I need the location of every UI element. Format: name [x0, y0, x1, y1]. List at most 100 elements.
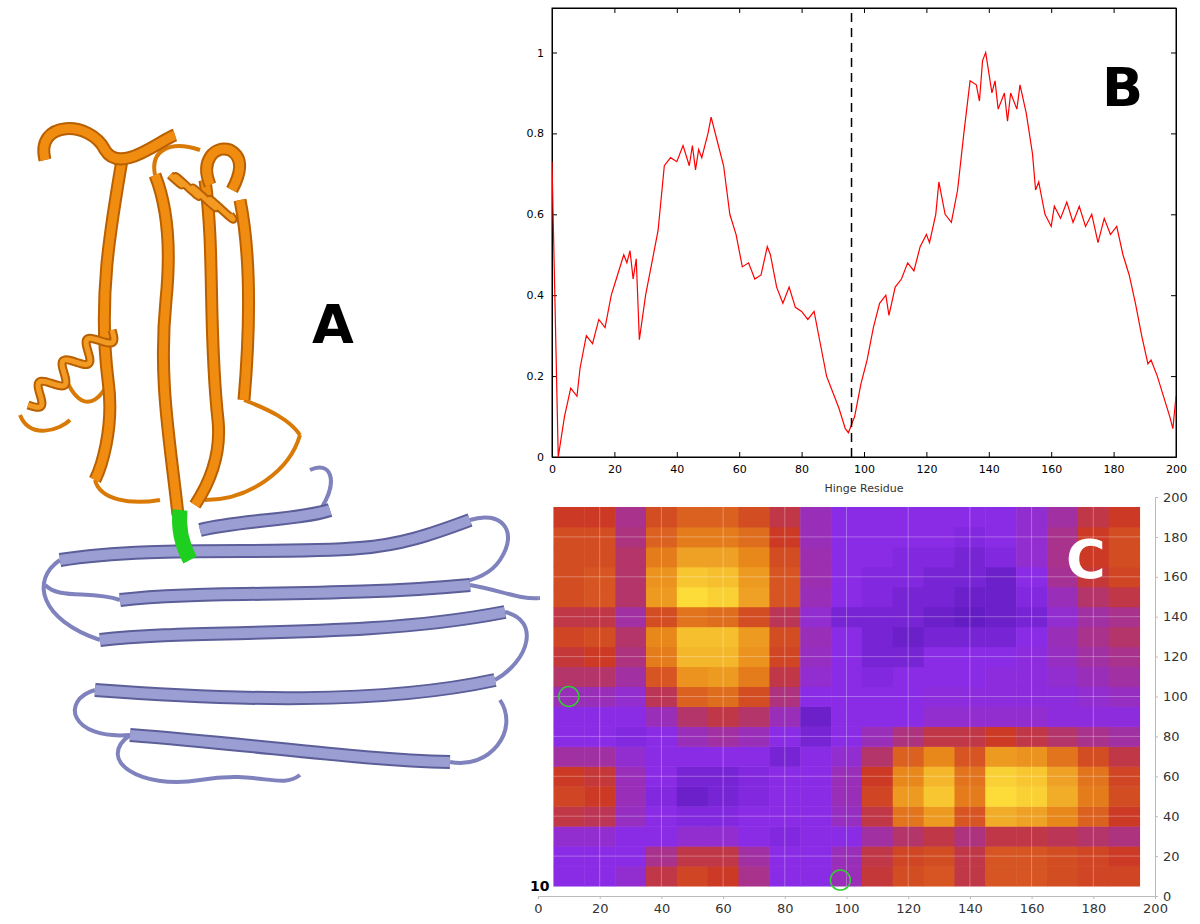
heatmap-cell [1047, 866, 1078, 886]
x-axis-tick-label: 120 [916, 463, 937, 476]
x-axis-tick-mark [538, 896, 539, 899]
heatmap-cell [800, 507, 831, 527]
beta-strand [195, 180, 219, 505]
x-axis-tick-label: 140 [958, 901, 983, 916]
heatmap-cell [862, 706, 893, 726]
heatmap-cell [615, 786, 646, 806]
y-axis-tick: 0 [537, 451, 557, 464]
y-axis-tick-mark [1155, 816, 1158, 817]
beta-strand-face [100, 612, 505, 640]
y-axis-right-tick [1171, 295, 1176, 296]
x-axis-tick: 20 [592, 896, 609, 916]
heatmap-cell [800, 587, 831, 607]
y-axis-tick-mark [552, 133, 557, 134]
figure: 02040608010012014016018020000.20.40.60.8… [0, 0, 1200, 924]
y-axis-tick: 60 [1155, 769, 1180, 784]
heatmap-cell [862, 507, 893, 527]
heatmap-cell [739, 587, 770, 607]
heatmap-cell [1047, 667, 1078, 687]
heatmap-cell [985, 507, 1016, 527]
panel-b: 02040608010012014016018020000.20.40.60.8… [527, 8, 1188, 495]
y-axis-right-tick [1171, 52, 1176, 53]
x-axis-tick: 180 [1104, 452, 1125, 476]
x-axis-top-tick [1114, 8, 1115, 13]
panel-c: 0204060801001201401601802000204060801001… [530, 490, 1188, 917]
heatmap-cell [1109, 786, 1140, 806]
heatmap-cell [739, 627, 770, 647]
y-axis-tick-label: 160 [1163, 569, 1188, 584]
beta-strand-face [95, 680, 495, 698]
heatmap-cell [677, 866, 708, 886]
y-axis-tick-label: 0 [537, 451, 544, 464]
heatmap-cell [924, 866, 955, 886]
heatmap-cell [862, 667, 893, 687]
x-axis-tick: 120 [916, 452, 937, 476]
y-axis-tick-label: 0.6 [527, 208, 545, 221]
y-axis-tick-mark [1155, 497, 1158, 498]
y-axis-right-tick-mark [1171, 52, 1176, 53]
heatmap-cell [924, 507, 955, 527]
beta-strand [95, 680, 495, 698]
y-axis-tick: 100 [1155, 689, 1188, 704]
coil [95, 480, 160, 502]
heatmap-cell [924, 587, 955, 607]
x-axis-tick-label: 180 [1104, 463, 1125, 476]
y-axis-tick: 180 [1155, 530, 1188, 545]
heatmap-cell [1047, 627, 1078, 647]
y-axis-tick-label: 40 [1163, 809, 1180, 824]
heatmap-cell [800, 866, 831, 886]
x-axis-top-tick [802, 8, 803, 13]
heatmap-cell [800, 627, 831, 647]
x-axis-tick: 160 [1020, 896, 1045, 916]
heatmap-cell [924, 706, 955, 726]
coil [470, 585, 540, 598]
heatmap-cell [1109, 746, 1140, 766]
heatmap-cell [800, 706, 831, 726]
heatmap-cell [553, 627, 584, 647]
x-axis-top-tick-mark [802, 8, 803, 13]
protein-cartoon [20, 129, 540, 782]
hinge-segment [179, 510, 190, 560]
x-axis-tick-mark [802, 452, 803, 457]
x-axis-top-tick [926, 8, 927, 13]
x-axis-tick-mark [926, 452, 927, 457]
y-axis-tick-mark [552, 52, 557, 53]
heatmap-cell [1109, 587, 1140, 607]
beta-strand-face [195, 180, 219, 505]
heatmap-cell [924, 786, 955, 806]
y-axis-tick-label: 20 [1163, 849, 1180, 864]
x-axis-tick-label: 200 [1166, 463, 1187, 476]
heatmap-cell [615, 587, 646, 607]
coil [44, 560, 100, 640]
x-axis-top-tick-mark [739, 8, 740, 13]
coil [45, 585, 120, 600]
y-axis-tick-label: 0.4 [527, 289, 545, 302]
heatmap-cell [553, 866, 584, 886]
heatmap-cell [677, 746, 708, 766]
x-axis-tick-label: 20 [592, 901, 609, 916]
heatmap-cell [553, 507, 584, 527]
x-axis-tick-mark [1051, 452, 1052, 457]
heatmap-cell [924, 547, 955, 567]
heatmap-cell [862, 786, 893, 806]
heatmap-cell [1047, 706, 1078, 726]
heatmap-cell [553, 746, 584, 766]
heatmap-cell [862, 746, 893, 766]
heatmap-cell [553, 826, 584, 846]
heatmap-cell [739, 746, 770, 766]
plot-area [538, 497, 1155, 896]
heatmap-cell [924, 826, 955, 846]
x-axis-top-tick [1051, 8, 1052, 13]
heatmap-cell [800, 786, 831, 806]
x-axis-tick-mark [661, 896, 662, 899]
heatmap-cell [862, 627, 893, 647]
beta-strand [44, 129, 175, 160]
highlight-point [559, 687, 579, 707]
heatmap-cell [1109, 826, 1140, 846]
beta-strand [155, 175, 178, 515]
y-axis-right-line [1176, 9, 1177, 458]
y-axis-tick-mark [1155, 697, 1158, 698]
y-axis-tick-mark [1155, 577, 1158, 578]
x-axis-tick-mark [1032, 896, 1033, 899]
y-axis-tick-mark [1155, 776, 1158, 777]
